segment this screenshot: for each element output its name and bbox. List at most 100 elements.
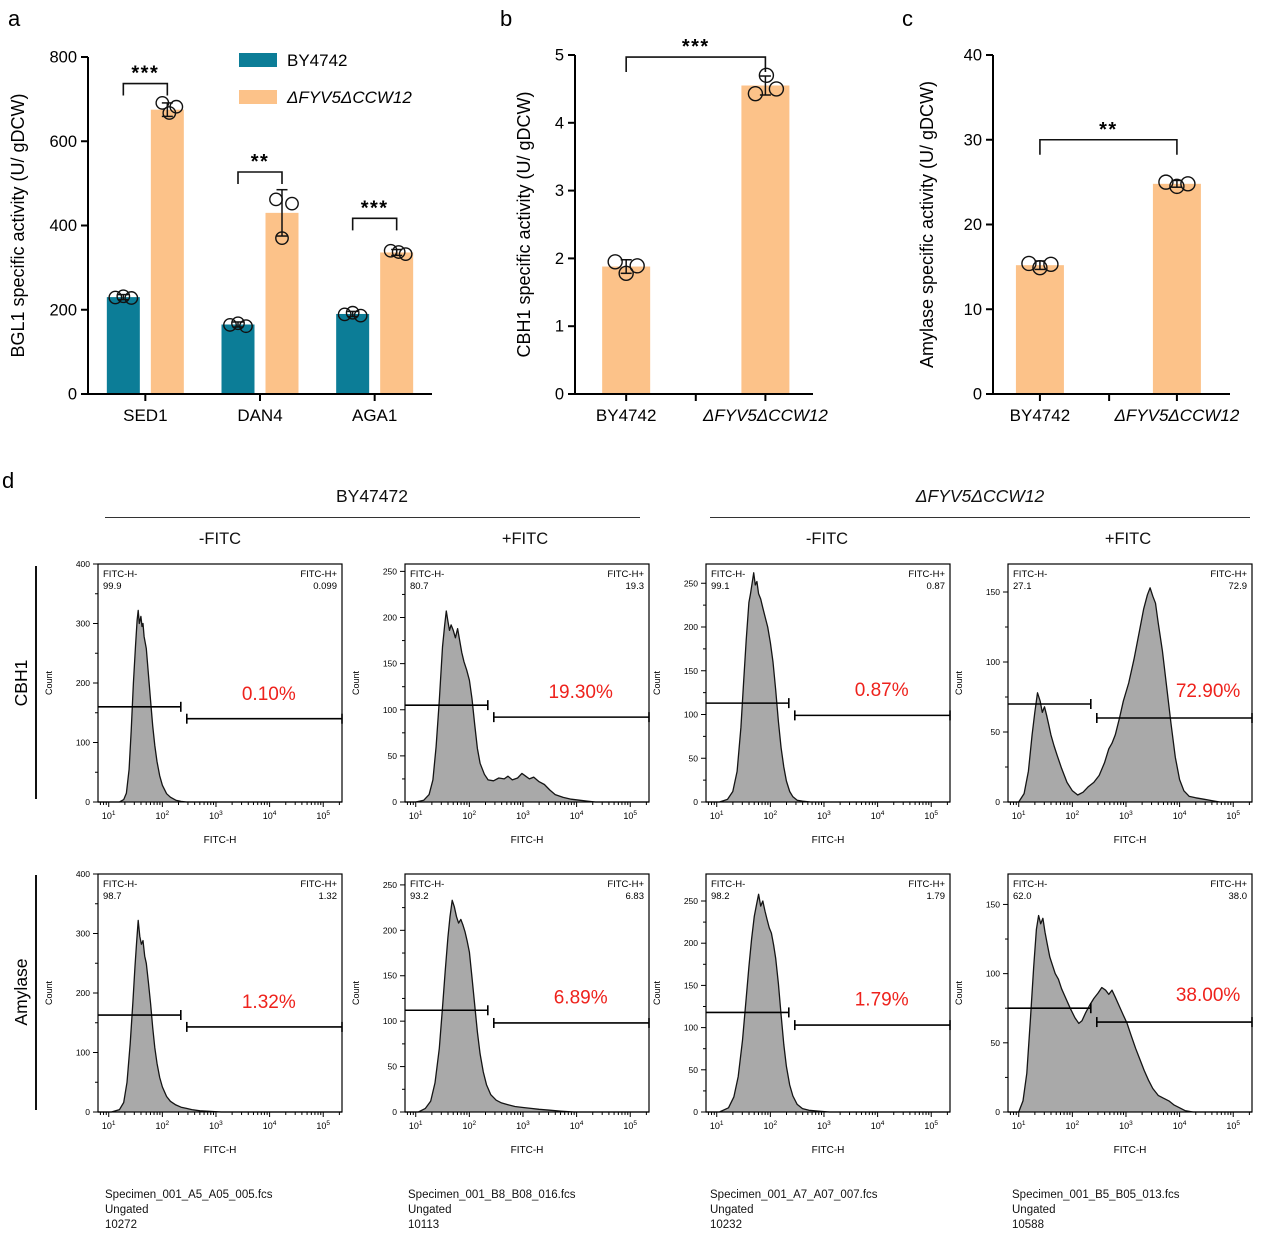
y-tick-label: 1 <box>555 318 564 336</box>
gate-neg-value: 62.0 <box>1013 891 1032 902</box>
y-axis-title: Count <box>351 981 361 1006</box>
row-label-amylase: Amylase <box>11 958 31 1026</box>
x-tick-label: 105 <box>316 1120 330 1131</box>
gate-pos-label: FITC-H+ <box>300 569 337 580</box>
positive-percent: 38.00% <box>1176 985 1241 1006</box>
y-tick-label: 50 <box>689 753 699 763</box>
x-axis-title: FITC-H <box>1114 835 1147 846</box>
y-tick-label: 250 <box>383 880 397 890</box>
x-tick-label: 103 <box>817 810 831 821</box>
x-tick-label: 103 <box>209 1120 223 1131</box>
histogram-curve <box>706 572 950 803</box>
panel-c-label: c <box>902 6 913 31</box>
x-category-label: BY4742 <box>1010 406 1071 425</box>
y-tick-label: 150 <box>383 659 397 669</box>
x-tick-label: 102 <box>1066 810 1080 821</box>
data-point <box>124 291 139 305</box>
error-bar <box>117 293 129 301</box>
histogram-curve <box>405 610 649 803</box>
y-tick-label: 10 <box>964 301 982 319</box>
positive-percent: 1.79% <box>855 989 909 1010</box>
y-tick-label: 100 <box>76 1048 90 1058</box>
gate-positive <box>186 1021 343 1032</box>
subcol-plus-fitc-2: +FITC <box>1104 530 1152 548</box>
significance-bracket <box>351 217 398 231</box>
y-tick-label: 0 <box>68 386 77 404</box>
x-tick-label: 103 <box>516 1120 530 1131</box>
data-point <box>1169 178 1185 195</box>
x-tick-label: 105 <box>924 1120 938 1131</box>
specimen-caption-3: Specimen_001_A7_A07_007.fcs Ungated 1023… <box>710 1188 878 1233</box>
x-tick-label: 101 <box>409 1120 423 1131</box>
flow-plot-cbh1-mutant-plus-fitc: 0 50 100 150 101 102 103 104 105 FITC-H-27.1 FITC-… <box>954 563 1253 846</box>
gate-negative <box>405 700 489 711</box>
panel-a-label: a <box>8 6 21 31</box>
y-axis-title: Count <box>954 671 964 696</box>
y-tick-label: 0 <box>973 386 982 404</box>
y-tick-label: 200 <box>76 988 90 998</box>
x-category-label: DAN4 <box>237 406 282 425</box>
data-point <box>155 96 170 110</box>
data-point <box>1180 176 1196 192</box>
bar <box>1152 183 1201 394</box>
significance-stars: *** <box>361 197 389 219</box>
histogram-fill <box>98 920 342 1112</box>
plot-frame <box>1007 563 1253 803</box>
histogram-curve <box>98 919 342 1113</box>
x-axis-title: FITC-H <box>812 1145 845 1156</box>
data-point <box>1043 256 1059 273</box>
x-category-label: BY4742 <box>596 406 657 425</box>
data-point <box>223 318 237 332</box>
data-point <box>1032 260 1048 276</box>
data-point <box>629 258 645 274</box>
subcol-minus-fitc-2: -FITC <box>805 530 849 548</box>
histogram-curve <box>706 893 950 1113</box>
y-axis-title: CBH1 specific activity (U/ gDCW) <box>514 91 534 357</box>
gate-pos-value: 72.9 <box>1229 581 1248 592</box>
y-tick-label: 0 <box>693 1107 698 1117</box>
x-tick-label: 102 <box>1066 1120 1080 1131</box>
gate-neg-value: 99.9 <box>103 581 122 592</box>
gate-positive <box>1096 1017 1253 1028</box>
y-tick-label: 4 <box>555 114 564 132</box>
histogram-curve <box>1008 914 1252 1113</box>
gate-pos-value: 0.099 <box>313 581 337 592</box>
y-tick-label: 100 <box>986 969 1000 979</box>
x-tick-label: 101 <box>102 810 116 821</box>
specimen-caption-1: Specimen_001_A5_A05_005.fcs Ungated 1027… <box>105 1188 273 1233</box>
y-axis-title: Count <box>44 671 54 696</box>
gate-pos-value: 0.87 <box>927 581 946 592</box>
group-underline-right <box>710 517 1250 518</box>
x-tick-label: 104 <box>871 1120 885 1131</box>
y-tick-label: 250 <box>383 566 397 576</box>
y-tick-label: 40 <box>964 47 982 65</box>
gate-neg-value: 98.2 <box>711 891 730 902</box>
specimen-file: Specimen_001_B8_B08_016.fcs <box>408 1189 576 1201</box>
gate-neg-value: 93.2 <box>410 891 429 902</box>
y-tick-label: 3 <box>555 182 564 200</box>
y-tick-label: 30 <box>964 131 982 149</box>
group-title-mutant: ΔFYV5ΔCCW12 <box>915 486 1045 506</box>
y-tick-label: 100 <box>684 1023 698 1033</box>
data-point <box>398 247 413 262</box>
significance-bracket <box>237 171 283 185</box>
histogram-fill <box>405 900 649 1112</box>
gate-neg-label: FITC-H- <box>711 569 745 580</box>
data-point <box>162 106 177 120</box>
significance-bracket <box>1039 138 1178 155</box>
x-axis-title: FITC-H <box>812 835 845 846</box>
bar <box>265 212 299 394</box>
x-tick-label: 102 <box>764 1120 778 1131</box>
gate-neg-value: 99.1 <box>711 581 730 592</box>
y-tick-label: 0 <box>995 797 1000 807</box>
y-tick-label: 2 <box>555 250 564 268</box>
gate-negative <box>98 1010 182 1021</box>
x-tick-label: 103 <box>817 1120 831 1131</box>
specimen-gate: Ungated <box>105 1204 149 1216</box>
y-tick-label: 250 <box>684 896 698 906</box>
data-point <box>768 81 785 97</box>
y-tick-label: 200 <box>76 678 90 688</box>
y-tick-label: 150 <box>986 899 1000 909</box>
specimen-count: 10232 <box>710 1219 742 1231</box>
histogram-fill <box>706 894 950 1112</box>
